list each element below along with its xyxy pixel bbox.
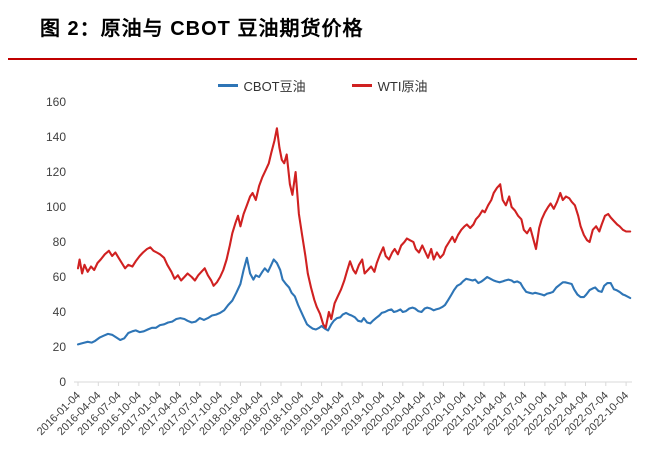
y-axis-tick-label: 120 [46,165,66,179]
legend-label-wti: WTI原油 [377,79,428,94]
cbot-line-swatch-icon [217,84,238,87]
legend-label-cbot: CBOT豆油 [243,79,306,94]
y-axis-tick-label: 100 [46,200,66,214]
y-axis-tick-label: 160 [46,95,66,109]
y-axis-tick-label: 140 [46,130,66,144]
wti-line-swatch-icon [351,84,372,87]
y-axis-tick-label: 0 [59,375,66,389]
chart-legend: CBOT豆油 WTI原油 [0,76,645,95]
series-line-CBOT豆油 [76,256,632,346]
legend-item-wti: WTI原油 [351,76,428,95]
legend-item-cbot: CBOT豆油 [217,76,306,95]
y-axis-tick-label: 80 [53,235,67,249]
series-line-WTI原油 [76,127,632,329]
figure-title: 图 2：原油与 CBOT 豆油期货价格 [40,18,364,40]
y-axis-tick-label: 20 [53,340,67,354]
y-axis-tick-label: 40 [53,305,67,319]
title-divider-rule [8,58,637,60]
y-axis-tick-label: 60 [53,270,67,284]
